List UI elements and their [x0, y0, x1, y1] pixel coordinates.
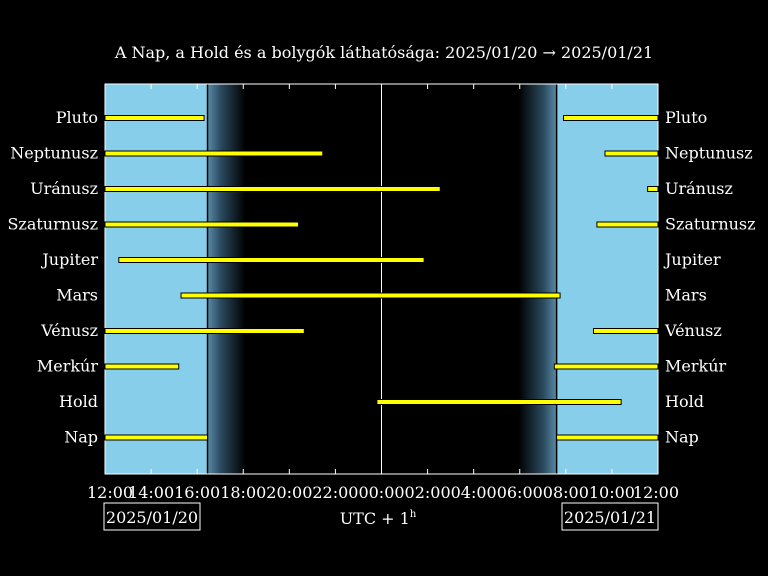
left-label-1: Neptunusz: [10, 144, 98, 163]
x-axis-label: UTC + 1h: [340, 509, 417, 528]
daylight-morning: [556, 84, 658, 474]
left-label-7: Merkúr: [37, 357, 99, 376]
left-label-8: Hold: [59, 392, 98, 411]
tick-label-5: 22:00: [312, 483, 358, 502]
right-label-5: Mars: [665, 286, 707, 305]
left-label-3: Szaturnusz: [7, 215, 98, 234]
date-right-label: 2025/01/21: [564, 508, 656, 527]
left-body-labels: Pluto Neptunusz Uránusz Szaturnusz Jupiter Ma…: [7, 108, 98, 447]
twilight-morning: [518, 84, 557, 474]
bar-7-1: [553, 363, 659, 370]
right-label-2: Uránusz: [665, 179, 733, 198]
tick-label-2: 16:00: [174, 483, 220, 502]
tick-label-11: 10:00: [589, 483, 635, 502]
twilight-evening: [207, 84, 246, 474]
right-label-8: Hold: [665, 392, 704, 411]
tick-label-7: 02:00: [405, 483, 451, 502]
bar-9-1: [556, 434, 659, 441]
left-label-6: Vénusz: [40, 321, 98, 340]
bar-3-0: [104, 221, 300, 228]
tick-label-3: 18:00: [220, 483, 266, 502]
right-label-3: Szaturnusz: [665, 215, 756, 234]
left-label-5: Mars: [56, 286, 98, 305]
tick-label-10: 08:00: [543, 483, 589, 502]
tick-label-6: 00:00: [358, 483, 404, 502]
left-label-4: Jupiter: [40, 250, 98, 269]
date-box-right: 2025/01/21: [561, 502, 659, 531]
bar-8-0: [376, 399, 622, 405]
right-label-1: Neptunusz: [665, 144, 753, 163]
tick-label-1: 14:00: [128, 483, 174, 502]
bar-9-0: [104, 434, 209, 441]
tick-label-8: 04:00: [451, 483, 497, 502]
bar-4-0: [118, 257, 425, 263]
bar-3-1: [596, 221, 659, 228]
bar-2-0: [104, 186, 441, 192]
visibility-bars: [104, 115, 659, 441]
tick-label-0: 12:00: [87, 483, 133, 502]
chart-title: A Nap, a Hold és a bolygók láthatósága: …: [114, 43, 653, 62]
bar-6-1: [592, 328, 659, 334]
right-label-9: Nap: [665, 428, 699, 447]
bar-1-0: [104, 150, 324, 157]
date-left-label: 2025/01/20: [106, 508, 198, 527]
bar-0-0: [104, 115, 205, 121]
left-label-0: Pluto: [56, 108, 98, 127]
right-label-4: Jupiter: [663, 250, 721, 269]
right-label-6: Vénusz: [664, 321, 722, 340]
x-axis-label-sup: h: [410, 509, 417, 520]
bar-7-0: [104, 363, 180, 370]
bar-1-1: [604, 150, 659, 157]
x-axis-label-main: UTC + 1: [340, 509, 410, 528]
bar-2-1: [647, 186, 659, 192]
left-label-2: Uránusz: [30, 179, 98, 198]
right-label-7: Merkúr: [665, 357, 727, 376]
tick-label-9: 06:00: [497, 483, 543, 502]
bar-6-0: [104, 328, 305, 334]
daylight-evening: [105, 84, 208, 474]
left-label-9: Nap: [64, 428, 98, 447]
tick-label-12: 12:00: [633, 483, 679, 502]
bar-5-0: [180, 292, 561, 299]
right-body-labels: Pluto Neptunusz Uránusz Szaturnusz Jupiter Ma…: [663, 108, 756, 447]
bar-0-1: [563, 115, 659, 121]
plot-background: [104, 83, 659, 475]
right-label-0: Pluto: [665, 108, 707, 127]
tick-label-4: 20:00: [266, 483, 312, 502]
date-box-left: 2025/01/20: [103, 502, 201, 531]
